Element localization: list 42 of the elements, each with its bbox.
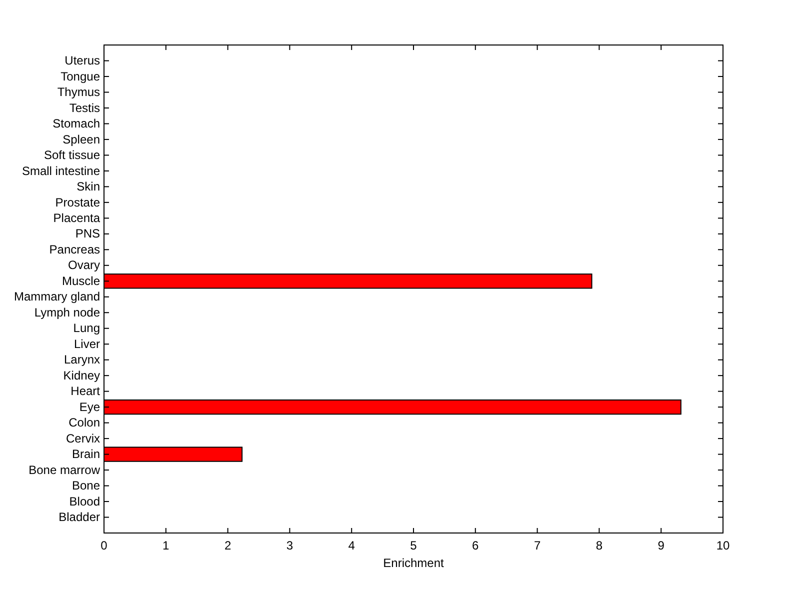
y-tick-label: Soft tissue — [44, 148, 100, 162]
y-tick-label: Lymph node — [34, 305, 100, 320]
y-tick-label: Ovary — [68, 258, 100, 272]
y-tick-label: Pancreas — [49, 242, 100, 256]
y-tick-label: Eye — [79, 400, 100, 414]
y-tick-label: Kidney — [63, 368, 100, 382]
y-tick-label: Bone marrow — [28, 462, 100, 477]
y-tick-label: Uterus — [64, 54, 100, 68]
x-tick-label: 5 — [410, 538, 418, 553]
y-tick-label: Placenta — [53, 211, 100, 225]
x-tick-label: 6 — [472, 538, 480, 553]
x-tick-label: 0 — [100, 538, 108, 553]
y-tick-label: Larynx — [64, 352, 100, 367]
y-tick-label: Muscle — [62, 274, 100, 288]
x-tick-label: 3 — [286, 538, 294, 553]
x-tick-label: 1 — [162, 538, 170, 553]
y-tick-label: Small intestine — [22, 164, 100, 178]
y-tick-label: PNS — [75, 226, 100, 241]
y-tick-label: Prostate — [55, 195, 100, 210]
y-tick-label: Heart — [70, 384, 101, 398]
y-tick-label: Mammary gland — [14, 290, 100, 304]
x-tick-label: 8 — [596, 538, 603, 553]
y-tick-label: Cervix — [66, 431, 100, 446]
y-tick-label: Bladder — [58, 510, 100, 524]
x-axis-title: Enrichment — [383, 556, 445, 570]
y-tick-label: Colon — [68, 416, 100, 430]
x-tick-label: 2 — [224, 538, 232, 553]
y-tick-label: Spleen — [62, 132, 100, 146]
x-tick-label: 7 — [534, 538, 541, 553]
y-tick-label: Blood — [69, 494, 100, 508]
x-tick-label: 9 — [658, 538, 665, 553]
y-tick-label: Skin — [76, 180, 100, 194]
x-tick-label: 4 — [348, 538, 356, 553]
y-tick-label: Thymus — [57, 85, 100, 100]
y-tick-label: Stomach — [52, 116, 100, 131]
y-tick-label: Lung — [73, 321, 100, 336]
y-tick-label: Tongue — [60, 69, 100, 84]
y-tick-label: Bone — [72, 478, 100, 493]
y-tick-label: Liver — [74, 336, 100, 351]
x-tick-label: 10 — [716, 538, 730, 553]
y-tick-label: Testis — [69, 100, 100, 115]
y-tick-label: Brain — [72, 447, 100, 462]
